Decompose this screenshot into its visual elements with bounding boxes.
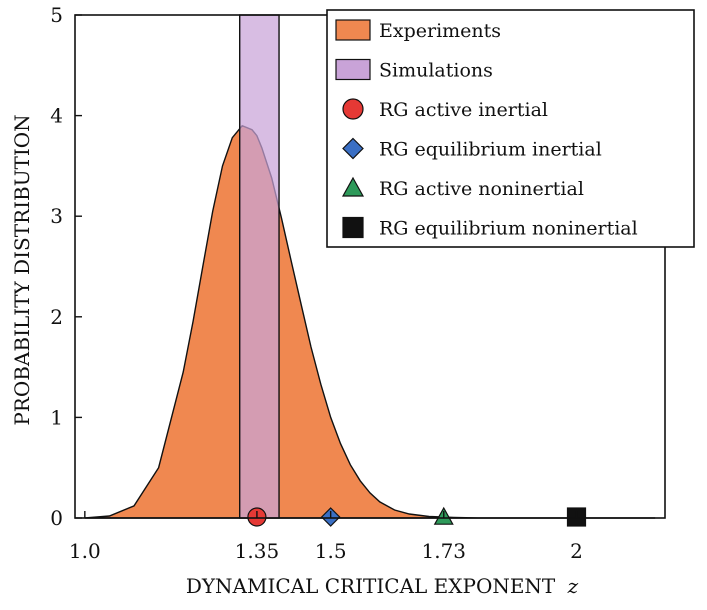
legend-box xyxy=(326,9,695,248)
legend-marker xyxy=(342,98,364,120)
y-tick-label: 2 xyxy=(50,305,63,329)
y-tick-label: 0 xyxy=(50,506,63,530)
x-tick-label: 1.5 xyxy=(315,539,347,563)
legend-marker xyxy=(341,176,365,197)
x-tick-label: 2 xyxy=(570,539,583,563)
legend-marker xyxy=(342,137,364,160)
legend-swatch xyxy=(335,58,371,81)
x-axis-label: DYNAMICAL CRITICAL EXPONENT z xyxy=(186,574,579,598)
y-tick-label: 3 xyxy=(50,204,63,228)
y-tick-label: 4 xyxy=(50,104,63,128)
y-axis-label: PROBABILITY DISTRIBUTION xyxy=(10,114,34,425)
axes: 1.0 1.35 1.5 1.73 2 0 1 2 3 4 5 xyxy=(50,3,666,563)
x-tick-label: 1.0 xyxy=(69,539,101,563)
legend: Experiments Simulations RG active inertial… xyxy=(326,9,695,248)
x-tick-label: 1.73 xyxy=(421,539,466,563)
simulations-band xyxy=(239,14,280,519)
legend-label: Simulations xyxy=(379,60,493,82)
x-tick-label: 1.35 xyxy=(235,539,280,563)
legend-label: RG equilibrium noninertial xyxy=(379,218,638,240)
y-tick-label: 1 xyxy=(50,405,63,429)
legend-marker xyxy=(342,216,364,239)
legend-label: RG active inertial xyxy=(379,99,548,121)
y-tick-label: 5 xyxy=(50,3,63,27)
legend-label: RG equilibrium inertial xyxy=(379,139,602,161)
legend-label: Experiments xyxy=(379,20,501,42)
legend-swatch xyxy=(335,19,371,41)
x-axis-label-variable: z xyxy=(567,574,579,598)
x-axis-label-main: DYNAMICAL CRITICAL EXPONENT xyxy=(186,574,556,598)
legend-label: RG active noninertial xyxy=(379,178,584,200)
